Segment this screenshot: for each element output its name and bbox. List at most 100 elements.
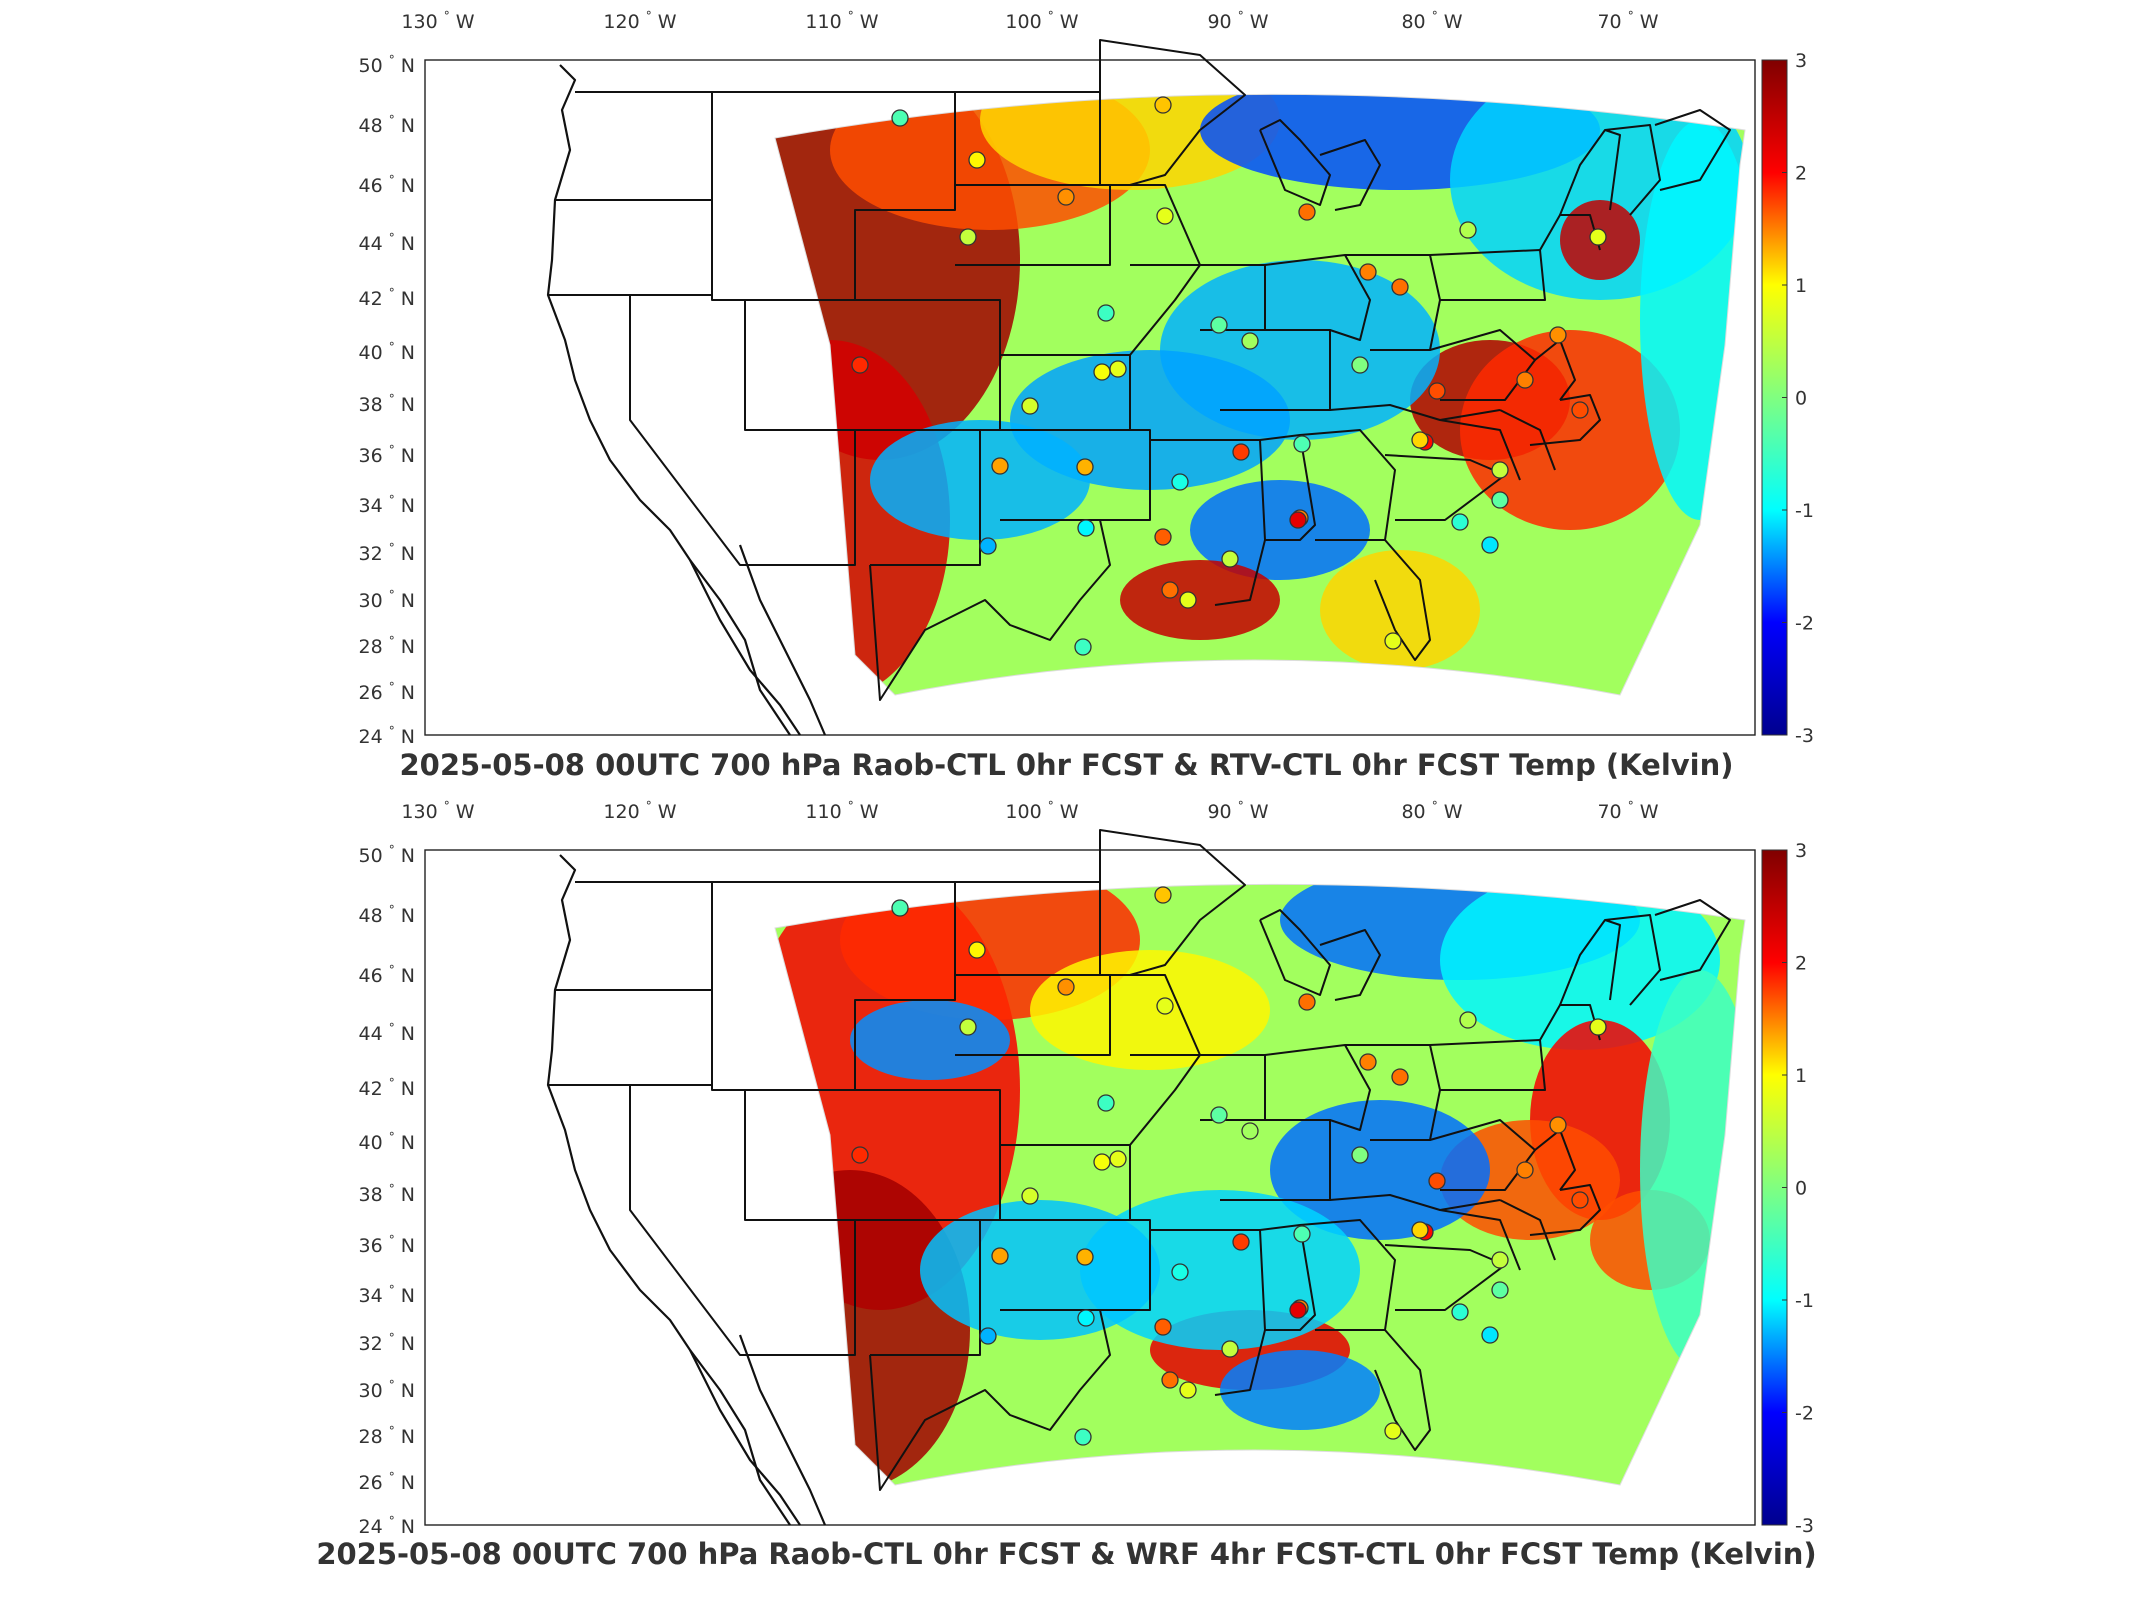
map-panel-1: 130 ° W 120 ° W 110 ° W 100 ° W 90 ° W 80 ° W…: [0, 0, 2133, 790]
raob-station: [1359, 263, 1377, 281]
raob-station: [1154, 96, 1172, 114]
colorbar-tick-label: -1: [1795, 1290, 1814, 1312]
raob-station: [1154, 528, 1172, 546]
domain-outline: [774, 93, 1746, 696]
lat-label: 50 ° N: [359, 53, 415, 77]
state-border-33: [1499, 409, 1556, 471]
baja-coastline: [689, 1334, 827, 1526]
state-border-11: [1099, 39, 1246, 186]
field-anomaly-12: [850, 1000, 1010, 1080]
raob-station: [979, 1327, 997, 1345]
state-border-29: [1259, 909, 1331, 996]
raob-station: [1232, 443, 1250, 461]
lon-label: 90 ° W: [1207, 799, 1268, 823]
raob-station: [991, 1247, 1009, 1265]
field-anomaly-3: [980, 94, 1280, 190]
coastline: [546, 854, 791, 1526]
raob-station: [1074, 638, 1092, 656]
raob-station: [1241, 1122, 1259, 1140]
lat-label: 38 ° N: [359, 1182, 415, 1206]
raob-station: [1549, 1116, 1567, 1134]
raob-station: [1097, 304, 1115, 322]
raob-station: [851, 1146, 869, 1164]
state-border-10: [869, 519, 1111, 701]
colorbar-tick-label: 0: [1795, 1178, 1807, 1200]
lon-label: 70 ° W: [1597, 9, 1658, 33]
lat-label: 48 ° N: [359, 113, 415, 137]
raob-station: [1451, 513, 1469, 531]
lon-label: 90 ° W: [1207, 9, 1268, 33]
state-border-27: [1654, 109, 1731, 191]
raob-station: [1351, 1146, 1369, 1164]
state-border-20: [1264, 254, 1371, 341]
state-border-34: [1534, 1129, 1576, 1191]
temperature-field: [775, 884, 1745, 1485]
raob-station: [959, 228, 977, 246]
colorbar-tick-label: -2: [1795, 1403, 1814, 1425]
lon-label: 100 ° W: [1005, 799, 1078, 823]
raob-station: [1076, 1248, 1094, 1266]
baja-coastline: [689, 544, 827, 736]
raob-station: [1391, 1068, 1409, 1086]
lon-label: 80 ° W: [1401, 799, 1462, 823]
raob-station: [1298, 993, 1316, 1011]
raob-station: [1210, 1106, 1228, 1124]
raob-station: [1384, 1422, 1402, 1440]
raob-station: [1516, 371, 1534, 389]
raob-station: [968, 151, 986, 169]
raob-station: [1293, 1225, 1311, 1243]
raob-station: [1161, 581, 1179, 599]
panel-title-2: 2025-05-08 00UTC 700 hPa Raob-CTL 0hr FC…: [316, 1537, 1817, 1571]
state-border-17: [1259, 434, 1316, 541]
lon-label: 130 ° W: [401, 799, 474, 823]
state-border-29: [1259, 119, 1331, 206]
state-border-27: [1654, 899, 1731, 981]
lat-label: 24 ° N: [359, 1514, 415, 1538]
lat-label: 46 ° N: [359, 963, 415, 987]
map-frame: [424, 849, 1756, 1526]
state-border-17: [1259, 1224, 1316, 1331]
state-border-26: [1604, 914, 1661, 1006]
raob-station: [1289, 1301, 1307, 1319]
raob-station: [1161, 1371, 1179, 1389]
state-border-3: [955, 184, 1111, 266]
raob-station: [1459, 1011, 1477, 1029]
raob-station: [1289, 511, 1307, 529]
raob-station: [1571, 1191, 1589, 1209]
raob-station: [1549, 326, 1567, 344]
map-frame: [424, 59, 1756, 736]
field-anomaly-14: [1030, 950, 1270, 1070]
raob-station: [979, 537, 997, 555]
lat-label: 38 ° N: [359, 392, 415, 416]
raob-station: [1074, 1428, 1092, 1446]
colorbar-tick-label: -3: [1795, 725, 1814, 747]
field-anomaly-9: [1120, 560, 1280, 640]
map-panel-2: 130 ° W 120 ° W 110 ° W 100 ° W 90 ° W 80 ° W…: [0, 790, 2133, 1600]
raob-station: [1589, 228, 1607, 246]
lat-label: 40 ° N: [359, 340, 415, 364]
state-border-34: [1534, 339, 1576, 401]
raob-station: [851, 356, 869, 374]
raob-station: [1491, 461, 1509, 479]
state-border-31: [1374, 539, 1431, 661]
lat-label: 30 ° N: [359, 588, 415, 612]
state-border-32: [1439, 419, 1521, 481]
raob-station: [1293, 435, 1311, 453]
lat-label: 34 ° N: [359, 1283, 415, 1307]
field-anomaly-9: [1270, 1100, 1490, 1240]
state-border-15: [1220, 404, 1501, 421]
state-border-32: [1439, 1209, 1521, 1271]
state-border-28: [1529, 394, 1601, 446]
field-anomaly-7: [1460, 330, 1680, 530]
field-anomaly-8: [1220, 1350, 1380, 1430]
map-svg-1: 130 ° W 120 ° W 110 ° W 100 ° W 90 ° W 80 ° W…: [359, 9, 1814, 748]
lon-label: 120 ° W: [603, 799, 676, 823]
raob-station: [1221, 1340, 1239, 1358]
state-border-28: [1529, 1184, 1601, 1236]
raob-station: [1221, 550, 1239, 568]
lat-label: 28 ° N: [359, 1424, 415, 1448]
state-border-26: [1604, 124, 1661, 216]
lat-label: 42 ° N: [359, 286, 415, 310]
state-border-5: [630, 294, 713, 300]
raob-station: [1384, 632, 1402, 650]
